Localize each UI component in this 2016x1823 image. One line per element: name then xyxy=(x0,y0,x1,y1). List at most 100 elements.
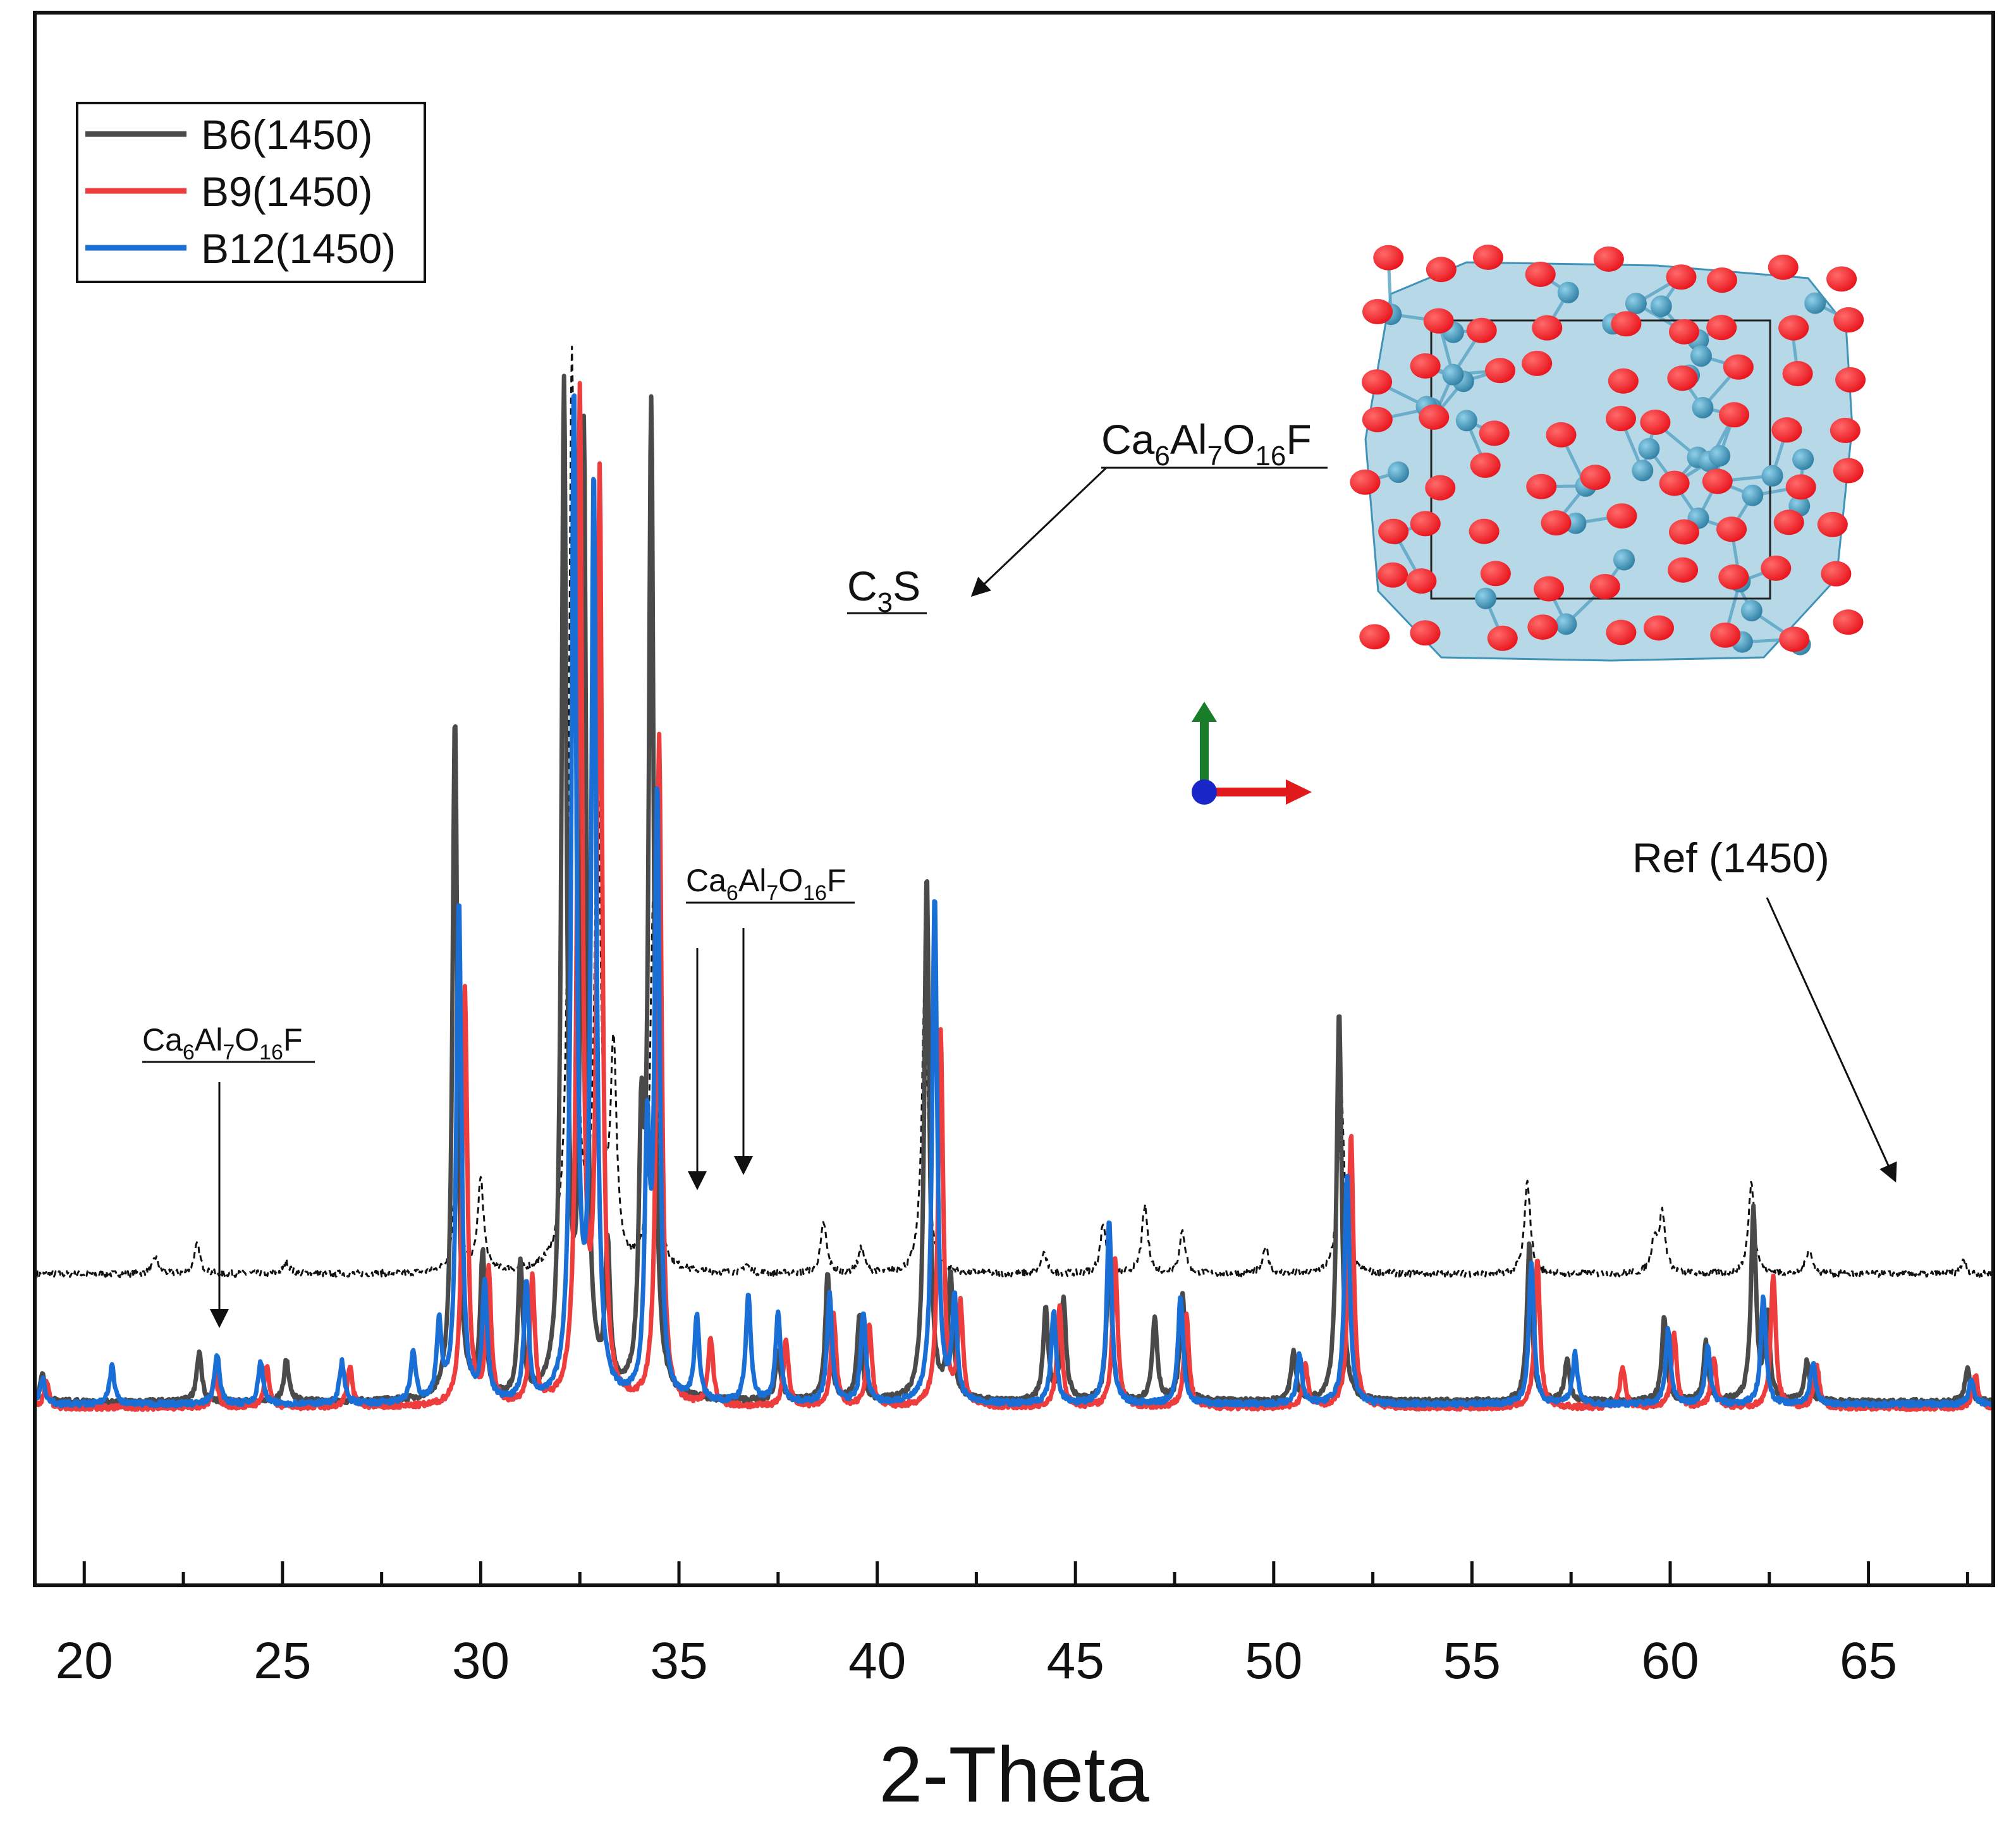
oxygen-atom xyxy=(1833,458,1864,484)
oxygen-atom xyxy=(1826,266,1857,292)
oxygen-atom xyxy=(1640,409,1671,435)
cation-atom xyxy=(1740,599,1762,621)
oxygen-atom xyxy=(1472,245,1503,271)
oxygen-atom xyxy=(1406,568,1437,594)
cation-atom xyxy=(1638,437,1660,460)
legend-label-b12: B12(1450) xyxy=(201,225,396,272)
x-tick-label: 60 xyxy=(1641,1632,1699,1690)
oxygen-atom xyxy=(1350,469,1381,495)
annotation-ca-right-label: Ca6Al7O16F xyxy=(1101,416,1312,472)
oxygen-atom xyxy=(1817,511,1848,537)
x-axis: 20 25 30 35 40 45 50 55 60 65 xyxy=(56,1561,1969,1690)
oxygen-atom xyxy=(1410,511,1441,537)
oxygen-atom xyxy=(1485,358,1516,384)
oxygen-atom xyxy=(1702,468,1733,494)
oxygen-atom xyxy=(1785,474,1816,500)
annotation-c3s-label: C3S xyxy=(847,563,920,618)
oxygen-atom xyxy=(1668,557,1699,583)
cation-atom xyxy=(1565,512,1587,534)
oxygen-atom xyxy=(1782,361,1813,387)
crystal-atoms xyxy=(1350,245,1866,655)
oxygen-atom xyxy=(1668,319,1699,344)
axis-triad-z xyxy=(1192,779,1217,805)
oxygen-atom xyxy=(1779,626,1810,652)
oxygen-atom xyxy=(1487,625,1518,651)
annotation-ca6al7o16f-right: Ca6Al7O16F xyxy=(970,416,1328,597)
cation-atom xyxy=(1742,484,1764,506)
legend: B6(1450) B9(1450) B12(1450) xyxy=(76,102,426,283)
x-axis-title: 2-Theta xyxy=(879,1731,1149,1819)
oxygen-atom xyxy=(1768,254,1799,280)
cation-atom xyxy=(1442,363,1464,386)
cation-atom xyxy=(1455,410,1477,432)
oxygen-atom xyxy=(1835,367,1866,393)
annotation-ca6al7o16f-left: Ca6Al7O16F xyxy=(142,1022,315,1328)
cation-atom xyxy=(1792,448,1814,470)
annotation-ca-mid-label: Ca6Al7O16F xyxy=(686,863,846,905)
x-tick-label: 25 xyxy=(254,1632,311,1690)
x-tick-label: 45 xyxy=(1047,1632,1104,1690)
annotation-ca-left-label: Ca6Al7O16F xyxy=(142,1022,303,1064)
oxygen-atom xyxy=(1771,417,1802,443)
cation-atom xyxy=(1709,445,1731,467)
cation-atom xyxy=(1475,587,1497,609)
oxygen-atom xyxy=(1643,615,1674,641)
annotation-c3s: C3S xyxy=(847,563,927,618)
oxygen-atom xyxy=(1526,473,1557,499)
cation-atom xyxy=(1625,293,1647,315)
oxygen-atom xyxy=(1659,470,1690,496)
plot-frame xyxy=(33,11,1995,1587)
annotation-ref: Ref (1450) xyxy=(1632,834,1897,1183)
oxygen-atom xyxy=(1723,354,1754,380)
oxygen-atom xyxy=(1668,519,1699,545)
oxygen-atom xyxy=(1606,503,1637,529)
oxygen-atom xyxy=(1830,417,1860,443)
annotation-ca6al7o16f-mid: Ca6Al7O16F xyxy=(686,863,855,1190)
oxygen-atom xyxy=(1833,609,1864,635)
x-tick-label: 55 xyxy=(1443,1632,1501,1690)
cation-atom xyxy=(1557,281,1579,303)
cation-atom xyxy=(1761,465,1783,487)
cation-atom xyxy=(1387,461,1409,484)
x-tick-label: 35 xyxy=(650,1632,707,1690)
oxygen-atom xyxy=(1666,264,1697,290)
oxygen-atom xyxy=(1821,561,1852,587)
oxygen-atom xyxy=(1426,257,1457,283)
oxygen-atom xyxy=(1466,317,1497,343)
oxygen-atom xyxy=(1373,245,1404,271)
oxygen-atom xyxy=(1480,561,1511,587)
series-line-ref-1450 xyxy=(37,345,1991,1278)
oxygen-atom xyxy=(1706,267,1737,293)
annotation-ref-label: Ref (1450) xyxy=(1632,834,1830,881)
oxygen-atom xyxy=(1423,308,1454,334)
cation-atom xyxy=(1650,295,1672,317)
oxygen-atom xyxy=(1359,624,1390,650)
oxygen-atom xyxy=(1378,518,1409,544)
oxygen-atom xyxy=(1706,315,1737,341)
x-tick-label: 20 xyxy=(56,1632,113,1690)
cation-atom xyxy=(1632,460,1654,482)
oxygen-atom xyxy=(1710,622,1741,648)
annotation-ca-right-arrow xyxy=(970,466,1108,597)
cation-atom xyxy=(1690,345,1712,367)
oxygen-atom xyxy=(1778,315,1809,341)
oxygen-atom xyxy=(1425,475,1456,501)
oxygen-atom xyxy=(1525,261,1556,287)
oxygen-atom xyxy=(1534,576,1565,602)
x-tick-label: 40 xyxy=(848,1632,906,1690)
oxygen-atom xyxy=(1522,350,1553,376)
oxygen-atom xyxy=(1362,299,1393,325)
oxygen-atom xyxy=(1362,406,1393,432)
x-tick-label: 30 xyxy=(452,1632,510,1690)
oxygen-atom xyxy=(1611,311,1642,337)
oxygen-atom xyxy=(1546,422,1577,448)
oxygen-atom xyxy=(1606,619,1637,645)
oxygen-atom xyxy=(1833,307,1864,332)
axis-triad-x-head-icon xyxy=(1286,779,1312,805)
oxygen-atom xyxy=(1378,562,1408,588)
oxygen-atom xyxy=(1773,509,1804,535)
oxygen-atom xyxy=(1470,452,1501,478)
cation-atom xyxy=(1692,396,1714,418)
series-line-b12-1450 xyxy=(37,393,1991,1409)
